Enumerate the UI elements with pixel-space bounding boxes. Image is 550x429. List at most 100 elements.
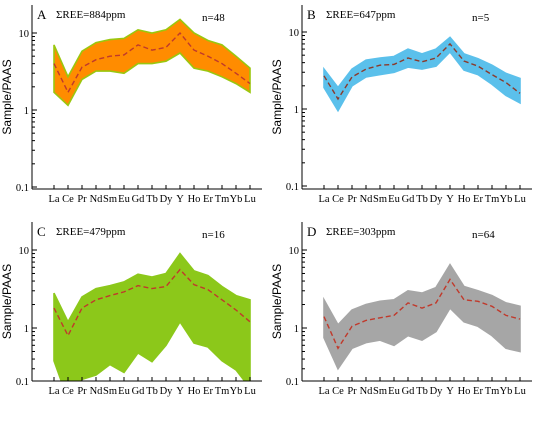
x-tick-label: Tb	[146, 386, 158, 397]
x-tick-label: Yb	[500, 386, 513, 397]
x-tick-label: Lu	[244, 194, 256, 205]
x-tick-label: Gd	[402, 386, 416, 397]
x-tick-label: Tm	[215, 194, 230, 205]
x-tick-label: Gd	[132, 194, 146, 205]
y-axis-label: Sample/PAAS	[270, 264, 284, 339]
x-tick-label: Dy	[160, 194, 174, 205]
x-tick-label: Tb	[416, 194, 428, 205]
panel-c: 0.1 1 10 La Ce Pr Nd Sm Eu Gd Tb Dy Y Ho Er Tm Yb Lu Sampl…	[0, 222, 262, 397]
x-tick-label: Eu	[388, 194, 400, 205]
y-tick-label: 0.1	[286, 377, 299, 388]
x-tick-label: La	[48, 386, 59, 397]
y-tick-label: 10	[289, 28, 300, 39]
panel-a: 0.1 1 10 La Ce Pr Nd Sm Eu Gd Tb Dy Y Ho Er Tm Yb Lu Sampl…	[0, 5, 262, 205]
x-tick-label: Sm	[373, 386, 387, 397]
x-tick-label: Er	[203, 194, 213, 205]
x-tick-label: Y	[446, 386, 454, 397]
panel-b: 0.1 1 10 La Ce Pr Nd Sm Eu Gd Tb Dy Y Ho Er Tm Yb Lu Sampl…	[270, 5, 532, 205]
x-tick-label: Lu	[514, 194, 526, 205]
sample-count-label: n=48	[202, 12, 225, 24]
y-axis-label: Sample/PAAS	[270, 59, 284, 134]
mean-line	[323, 42, 521, 101]
range-band	[53, 252, 251, 381]
x-tick-label: Lu	[514, 386, 526, 397]
x-tick-label: Eu	[118, 386, 130, 397]
x-tick-label: La	[318, 386, 329, 397]
x-tick-label: Tm	[215, 386, 230, 397]
y-tick-label: 1	[24, 106, 29, 117]
range-band	[323, 36, 521, 113]
y-tick-label: 1	[294, 324, 299, 335]
x-tick-label: Ho	[458, 194, 471, 205]
x-tick-label: Ho	[188, 194, 201, 205]
x-tick-label: Er	[473, 386, 483, 397]
x-tick-label: Y	[176, 386, 184, 397]
y-tick-label: 0.1	[286, 182, 299, 193]
x-tick-label: Gd	[132, 386, 146, 397]
panel-label: C	[37, 224, 46, 239]
x-tick-label: La	[318, 194, 329, 205]
ree-total-label: ΣREE=479ppm	[56, 226, 126, 238]
mean-line	[53, 31, 251, 94]
x-tick-label: Eu	[118, 194, 130, 205]
x-tick-label: Ce	[62, 194, 74, 205]
sample-count-label: n=64	[472, 229, 495, 241]
y-tick-label: 1	[294, 105, 299, 116]
x-tick-label: Er	[473, 194, 483, 205]
x-tick-label: Yb	[230, 194, 243, 205]
x-tick-label: Dy	[160, 386, 174, 397]
x-tick-label: Ho	[458, 386, 471, 397]
mean-line	[323, 278, 521, 350]
x-tick-label: Nd	[360, 386, 374, 397]
x-tick-label: Sm	[103, 194, 117, 205]
x-tick-label: Nd	[90, 386, 104, 397]
x-tick-label: Pr	[347, 386, 357, 397]
x-tick-label: Tm	[485, 386, 500, 397]
y-tick-label: 10	[289, 246, 300, 257]
x-tick-label: Sm	[103, 386, 117, 397]
x-tick-label: Ce	[332, 386, 344, 397]
x-tick-label: La	[48, 194, 59, 205]
panel-d: 0.1 1 10 La Ce Pr Nd Sm Eu Gd Tb Dy Y Ho Er Tm Yb Lu Sampl…	[270, 222, 532, 397]
y-tick-label: 0.1	[16, 377, 29, 388]
x-tick-label: Yb	[230, 386, 243, 397]
x-tick-label: Ce	[332, 194, 344, 205]
sample-count-label: n=5	[472, 12, 490, 24]
ree-total-label: ΣREE=884ppm	[56, 9, 126, 21]
x-tick-label: Y	[176, 194, 184, 205]
y-tick-label: 10	[19, 246, 30, 257]
x-tick-label: Tb	[416, 386, 428, 397]
x-tick-label: Ce	[62, 386, 74, 397]
panel-label: D	[307, 224, 316, 239]
x-tick-label: Gd	[402, 194, 416, 205]
y-tick-label: 0.1	[16, 183, 29, 194]
mean-line	[53, 268, 251, 338]
x-tick-label: Sm	[373, 194, 387, 205]
sample-count-label: n=16	[202, 229, 225, 241]
x-tick-label: Tm	[485, 194, 500, 205]
panel-label: A	[37, 7, 47, 22]
x-tick-label: Pr	[77, 386, 87, 397]
x-tick-label: Y	[446, 194, 454, 205]
x-tick-label: Eu	[388, 386, 400, 397]
ree-total-label: ΣREE=303ppm	[326, 226, 396, 238]
x-tick-label: Lu	[244, 386, 256, 397]
x-tick-label: Nd	[90, 194, 104, 205]
y-axis-label: Sample/PAAS	[0, 59, 14, 134]
x-tick-label: Yb	[500, 194, 513, 205]
y-tick-label: 1	[24, 324, 29, 335]
x-tick-label: Dy	[430, 386, 444, 397]
panel-label: B	[307, 7, 316, 22]
y-axis-label: Sample/PAAS	[0, 264, 14, 339]
x-tick-label: Tb	[146, 194, 158, 205]
x-tick-label: Ho	[188, 386, 201, 397]
x-tick-label: Pr	[347, 194, 357, 205]
x-tick-label: Pr	[77, 194, 87, 205]
y-tick-label: 10	[19, 29, 30, 40]
x-tick-label: Dy	[430, 194, 444, 205]
ree-total-label: ΣREE=647ppm	[326, 9, 396, 21]
range-band	[53, 18, 251, 107]
x-tick-label: Er	[203, 386, 213, 397]
x-tick-label: Nd	[360, 194, 374, 205]
